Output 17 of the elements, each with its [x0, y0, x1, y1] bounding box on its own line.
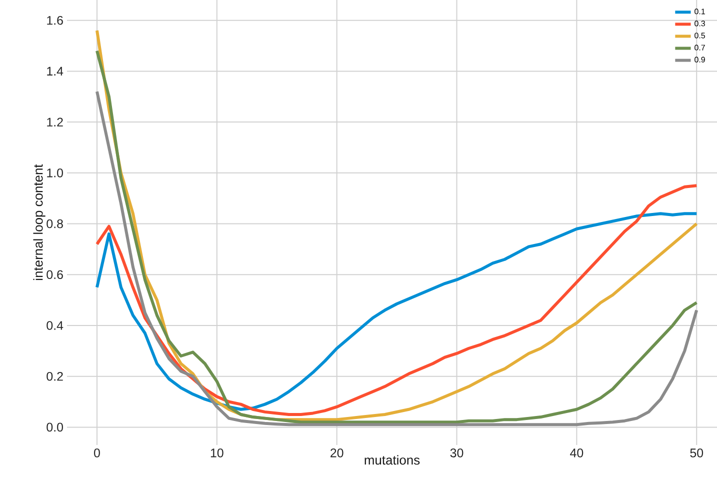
y-axis-title: internal loop content: [33, 164, 46, 280]
y-tick-label: 0.2: [46, 372, 63, 381]
y-tick-label: 1.0: [47, 168, 63, 178]
y-tick-label: 1.2: [47, 118, 63, 126]
x-tick-label: 0: [94, 448, 100, 458]
y-tick-label: 0.6: [46, 270, 63, 280]
y-tick-label: 0.4: [46, 321, 64, 330]
x-axis-title: mutations: [364, 455, 420, 465]
x-tick-label: 20: [330, 448, 344, 458]
y-tick-label: 1.4: [47, 66, 64, 76]
y-tick-label: 0.0: [46, 422, 63, 432]
y-tick-label: 0.8: [46, 219, 63, 228]
x-tick-label: 30: [450, 448, 464, 458]
y-tick-label: 1.6: [47, 16, 63, 25]
x-tick-label: 50: [690, 448, 704, 458]
x-tick-label: 10: [210, 448, 224, 458]
x-tick-label: 40: [570, 448, 584, 458]
